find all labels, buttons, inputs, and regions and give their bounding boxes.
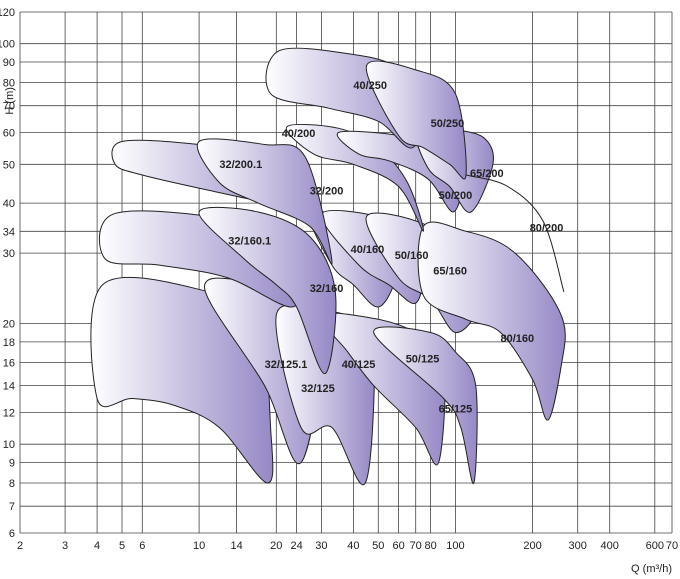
x-axis-label: Q (m³/h) [631, 563, 672, 575]
pump-region-32-200 [196, 138, 333, 265]
region-label: 32/125 [301, 383, 335, 395]
region-label: 40/200 [282, 128, 316, 140]
y-axis-label: H (m) [4, 87, 16, 115]
region-label: 50/160 [395, 250, 429, 262]
x-tick-label: 3 [62, 540, 68, 552]
x-tick-label: 30 [315, 540, 327, 552]
x-tick-label: 6 [139, 540, 145, 552]
y-tick-label: 80 [3, 78, 15, 90]
region-label: 32/160.1 [228, 236, 271, 248]
y-tick-label: 16 [3, 357, 15, 369]
y-tick-label: 10 [3, 439, 15, 451]
x-tick-label: 40 [347, 540, 359, 552]
x-tick-label: 70 [410, 540, 422, 552]
x-tick-label: 4 [94, 540, 100, 552]
region-label: 50/250 [431, 118, 465, 130]
y-tick-label: 6 [9, 528, 15, 540]
y-tick-label: 7 [9, 501, 15, 513]
y-tick-label: 14 [3, 381, 15, 393]
pump-labels: 40/250 50/250 40/200 65/200 32/200.1 32/200 50… [219, 80, 563, 415]
y-tick-label: 8 [9, 478, 15, 490]
y-tick-label: 100 [0, 39, 15, 51]
y-tick-label: 50 [3, 159, 15, 171]
region-label: 40/160 [351, 244, 385, 256]
pump-regions [90, 47, 566, 486]
region-label: 32/125.1 [265, 359, 308, 371]
y-tick-label: 18 [3, 337, 15, 349]
x-tick-label: 10 [193, 540, 205, 552]
x-tick-label: 2 [17, 540, 23, 552]
tick-labels: 2 3 4 5 6 10 14 20 24 30 40 50 60 70 80 100 200 300 400 600… [0, 7, 678, 552]
y-tick-label: 60 [3, 128, 15, 140]
x-tick-label: 600 [646, 540, 664, 552]
region-label: 40/125 [342, 359, 376, 371]
region-label: 65/160 [433, 266, 467, 278]
y-tick-label: 12 [3, 408, 15, 420]
pump-region-32-160 [198, 206, 337, 375]
x-tick-label: 70 [666, 540, 678, 552]
y-tick-label: 9 [9, 458, 15, 470]
pump-region-65-125 [373, 326, 478, 484]
y-tick-label: 120 [0, 7, 15, 19]
x-tick-label: 400 [601, 540, 619, 552]
region-label: 50/200 [439, 190, 473, 202]
x-tick-label: 5 [119, 540, 125, 552]
pump-region-50-250 [365, 60, 467, 180]
y-tick-label: 90 [3, 57, 15, 69]
region-label: 32/160 [310, 283, 344, 295]
x-tick-label: 200 [523, 540, 541, 552]
y-tick-label: 70 [3, 101, 15, 113]
region-label: 32/200.1 [219, 159, 262, 171]
x-tick-label: 100 [446, 540, 464, 552]
x-tick-label: 50 [372, 540, 384, 552]
pump-region-80-200 [465, 174, 565, 293]
region-label: 32/200 [310, 186, 344, 198]
region-label: 65/125 [439, 404, 473, 416]
y-tick-label: 20 [3, 319, 15, 331]
x-tick-label: 14 [230, 540, 242, 552]
x-tick-label: 300 [569, 540, 587, 552]
region-label: 40/250 [353, 80, 387, 92]
y-tick-label: 40 [3, 198, 15, 210]
x-tick-label: 60 [392, 540, 404, 552]
y-tick-label: 34 [3, 226, 15, 238]
pump-region-80-160 [417, 221, 566, 421]
y-tick-label: 30 [3, 248, 15, 260]
region-label: 80/200 [530, 222, 564, 234]
x-tick-label: 20 [270, 540, 282, 552]
region-label: 80/160 [501, 333, 535, 345]
region-label: 50/125 [406, 353, 440, 365]
x-tick-label: 80 [424, 540, 436, 552]
x-tick-label: 24 [290, 540, 302, 552]
region-label: 65/200 [470, 168, 504, 180]
